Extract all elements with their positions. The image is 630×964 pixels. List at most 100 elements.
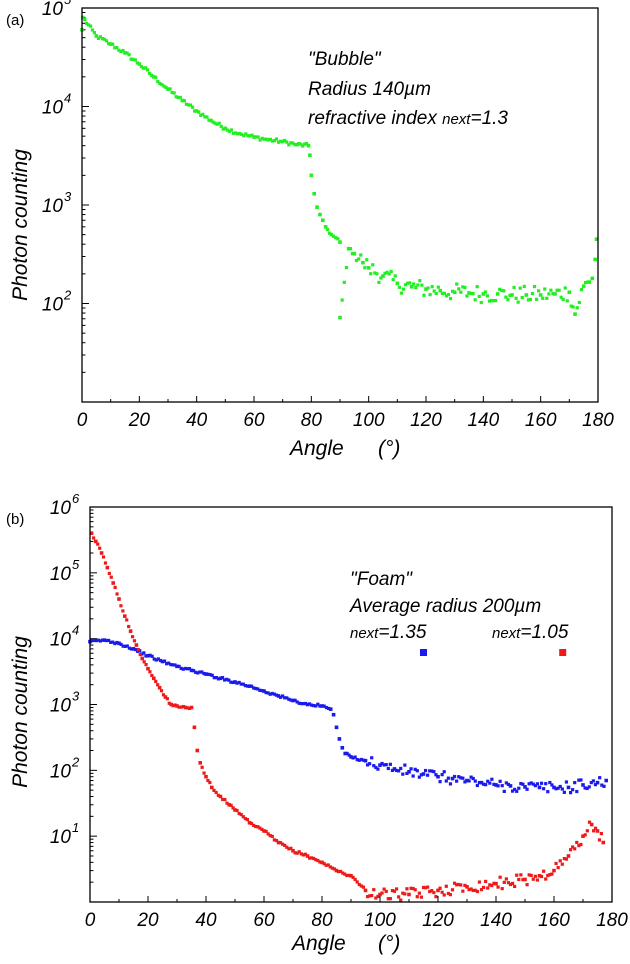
data-point: [266, 691, 270, 695]
data-point: [535, 878, 540, 882]
data-point: [123, 51, 127, 55]
data-point: [399, 898, 403, 902]
data-point: [320, 860, 324, 865]
data-point: [272, 138, 277, 143]
data-point: [197, 110, 201, 114]
data-point: [543, 287, 547, 291]
data-point: [160, 82, 164, 87]
data-point: [243, 684, 247, 688]
data-point: [324, 863, 328, 867]
data-point: [368, 762, 372, 766]
data-point: [245, 818, 250, 822]
data-point: [227, 678, 231, 682]
data-point: [225, 801, 229, 805]
data-point: [599, 831, 603, 836]
data-point: [489, 298, 494, 303]
data-point: [381, 274, 385, 278]
data-point: [281, 842, 285, 846]
data-point: [289, 141, 293, 145]
data-point: [245, 684, 250, 688]
data-point: [332, 867, 337, 871]
data-point: [571, 305, 575, 309]
data-point: [544, 877, 548, 881]
data-point: [291, 848, 295, 853]
data-point: [223, 797, 227, 802]
data-point: [552, 785, 556, 790]
data-point: [142, 651, 146, 655]
data-point: [380, 891, 384, 895]
data-point: [198, 761, 202, 765]
data-point: [557, 288, 561, 292]
data-point: [494, 783, 498, 787]
data-point: [359, 253, 363, 257]
data-point: [312, 704, 316, 708]
x-tick-label: 100: [353, 410, 385, 431]
data-point: [98, 639, 102, 643]
y-tick-exponent: 2: [71, 754, 80, 769]
data-point: [448, 296, 453, 301]
data-point: [287, 697, 291, 701]
plot-frame: [89, 506, 613, 903]
data-point: [502, 880, 506, 884]
data-point: [312, 856, 316, 861]
data-point: [486, 886, 490, 890]
data-point: [457, 775, 461, 779]
data-point: [181, 667, 185, 671]
data-point: [393, 274, 397, 278]
data-point: [316, 702, 320, 706]
data-point: [166, 87, 170, 91]
data-point: [581, 284, 586, 288]
data-point: [187, 667, 192, 671]
data-point: [186, 103, 191, 107]
data-point: [278, 841, 283, 845]
data-point: [156, 657, 160, 661]
data-point: [481, 885, 486, 890]
data-point: [221, 127, 225, 131]
y-tick-exponent: 5: [64, 0, 72, 7]
data-point: [556, 865, 560, 870]
x-axis-unit: (°): [378, 932, 400, 955]
data-point: [595, 829, 600, 833]
data-point: [440, 890, 444, 894]
data-point: [92, 638, 96, 643]
legend-red-marker: [559, 649, 567, 656]
data-point: [272, 838, 276, 842]
data-point: [548, 780, 552, 785]
data-point: [467, 779, 471, 783]
data-point: [579, 842, 583, 847]
data-point: [475, 783, 479, 788]
data-point: [310, 856, 314, 860]
data-point: [160, 659, 165, 664]
data-point: [167, 701, 171, 705]
data-point: [415, 895, 419, 899]
data-point: [585, 786, 589, 791]
data-point: [467, 291, 471, 295]
data-point: [203, 115, 207, 119]
data-point: [242, 134, 246, 138]
data-point: [285, 845, 289, 849]
data-point: [303, 142, 307, 146]
data-point: [202, 671, 206, 676]
data-point: [461, 889, 465, 893]
data-point: [323, 225, 328, 229]
panel-a: (a) Photon counting Angle (°) "Bubble" R…: [6, 0, 614, 460]
data-point: [266, 832, 270, 836]
data-point: [513, 787, 517, 791]
data-point: [83, 17, 87, 22]
data-point: [339, 869, 343, 874]
data-point: [352, 251, 357, 256]
data-point: [508, 882, 513, 887]
data-point: [496, 885, 500, 889]
y-tick-exponent: 3: [72, 689, 80, 704]
data-point: [434, 895, 438, 899]
data-point: [216, 677, 221, 681]
data-point: [434, 773, 438, 777]
data-point: [473, 298, 477, 302]
data-point: [163, 695, 168, 699]
data-point: [374, 896, 378, 900]
data-point: [179, 705, 183, 709]
data-point: [96, 36, 100, 41]
data-point: [405, 281, 410, 285]
data-point: [189, 668, 194, 673]
data-point: [119, 604, 123, 608]
